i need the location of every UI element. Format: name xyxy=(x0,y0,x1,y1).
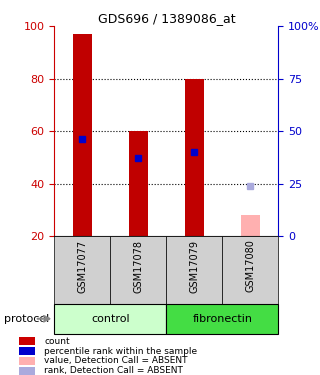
Bar xyxy=(54,304,166,334)
Bar xyxy=(73,34,92,236)
Bar xyxy=(222,236,278,304)
Text: GSM17078: GSM17078 xyxy=(133,240,143,292)
Text: GSM17077: GSM17077 xyxy=(77,240,87,293)
Text: fibronectin: fibronectin xyxy=(192,314,252,324)
Text: GSM17079: GSM17079 xyxy=(189,240,199,292)
Bar xyxy=(54,236,110,304)
Bar xyxy=(166,236,222,304)
Text: rank, Detection Call = ABSENT: rank, Detection Call = ABSENT xyxy=(44,366,183,375)
Bar xyxy=(110,236,166,304)
Bar xyxy=(241,215,260,236)
Bar xyxy=(19,367,35,375)
Bar xyxy=(129,131,148,236)
Bar xyxy=(19,347,35,355)
Text: percentile rank within the sample: percentile rank within the sample xyxy=(44,346,197,355)
Title: GDS696 / 1389086_at: GDS696 / 1389086_at xyxy=(98,12,235,25)
Bar xyxy=(19,337,35,345)
Text: value, Detection Call = ABSENT: value, Detection Call = ABSENT xyxy=(44,357,188,366)
Text: control: control xyxy=(91,314,130,324)
Text: count: count xyxy=(44,337,70,346)
Text: protocol: protocol xyxy=(4,314,49,324)
Bar xyxy=(166,304,278,334)
Bar xyxy=(19,357,35,365)
Text: GSM17080: GSM17080 xyxy=(245,240,255,292)
Bar xyxy=(185,79,204,236)
